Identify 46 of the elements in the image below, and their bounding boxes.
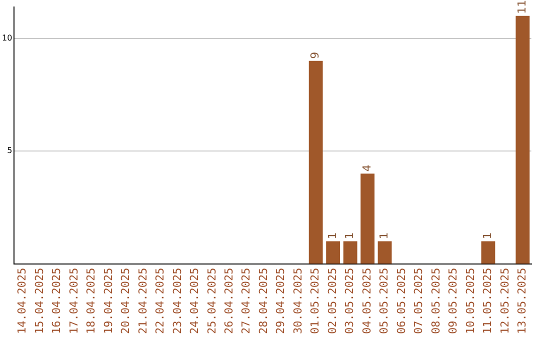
x-tick-label: 04.05.2025 bbox=[360, 268, 374, 334]
x-tick-label: 13.05.2025 bbox=[516, 268, 529, 334]
x-tick-label: 03.05.2025 bbox=[343, 268, 356, 334]
x-tick-label: 02.05.2025 bbox=[326, 268, 339, 334]
x-tick-label: 25.04.2025 bbox=[205, 268, 218, 334]
data-label: 1 bbox=[326, 232, 339, 240]
data-label: 1 bbox=[343, 232, 356, 240]
x-tick-label: 15.04.2025 bbox=[32, 268, 46, 334]
x-tick-label: 24.04.2025 bbox=[188, 268, 202, 334]
bar bbox=[360, 174, 374, 264]
x-tick-label: 29.04.2025 bbox=[274, 268, 288, 334]
x-tick-label: 23.04.2025 bbox=[170, 268, 184, 334]
bar bbox=[308, 60, 323, 264]
bar bbox=[516, 16, 530, 264]
x-tick-label: 28.04.2025 bbox=[256, 268, 270, 334]
x-tick-label: 22.04.2025 bbox=[154, 268, 167, 334]
data-label: 11 bbox=[516, 0, 529, 14]
x-tick-label: 11.05.2025 bbox=[481, 268, 494, 334]
x-tick-label: 30.04.2025 bbox=[291, 268, 304, 334]
data-label: 4 bbox=[360, 164, 374, 172]
x-tick-label: 17.04.2025 bbox=[67, 268, 80, 334]
x-tick-label: 06.05.2025 bbox=[394, 268, 408, 334]
x-tick-label: 01.05.2025 bbox=[308, 268, 322, 334]
bar bbox=[326, 241, 340, 264]
data-label: 9 bbox=[308, 52, 322, 59]
x-tick-label: 27.04.2025 bbox=[240, 268, 253, 334]
x-tick-label: 09.05.2025 bbox=[446, 268, 460, 334]
x-tick-label: 20.04.2025 bbox=[119, 268, 132, 334]
x-tick-label: 10.05.2025 bbox=[464, 268, 477, 334]
x-tick-label: 19.04.2025 bbox=[102, 268, 115, 334]
y-tick-label: 10 bbox=[2, 33, 12, 42]
x-tick-label: 08.05.2025 bbox=[429, 268, 442, 334]
bar bbox=[378, 241, 392, 264]
bar bbox=[481, 241, 496, 264]
x-tick-label: 26.04.2025 bbox=[222, 268, 236, 334]
y-tick-label: 5 bbox=[7, 146, 12, 156]
data-label: 1 bbox=[378, 232, 391, 240]
x-tick-label: 16.04.2025 bbox=[50, 268, 64, 334]
x-tick-label: 07.05.2025 bbox=[412, 268, 426, 334]
data-label: 1 bbox=[481, 232, 494, 240]
x-tick-label: 12.05.2025 bbox=[498, 268, 512, 334]
x-tick-label: 14.04.2025 bbox=[16, 268, 29, 334]
x-tick-label: 18.04.2025 bbox=[84, 268, 98, 334]
x-tick-label: 05.05.2025 bbox=[378, 268, 391, 334]
x-tick-label: 21.04.2025 bbox=[136, 268, 150, 334]
bar bbox=[343, 241, 358, 264]
